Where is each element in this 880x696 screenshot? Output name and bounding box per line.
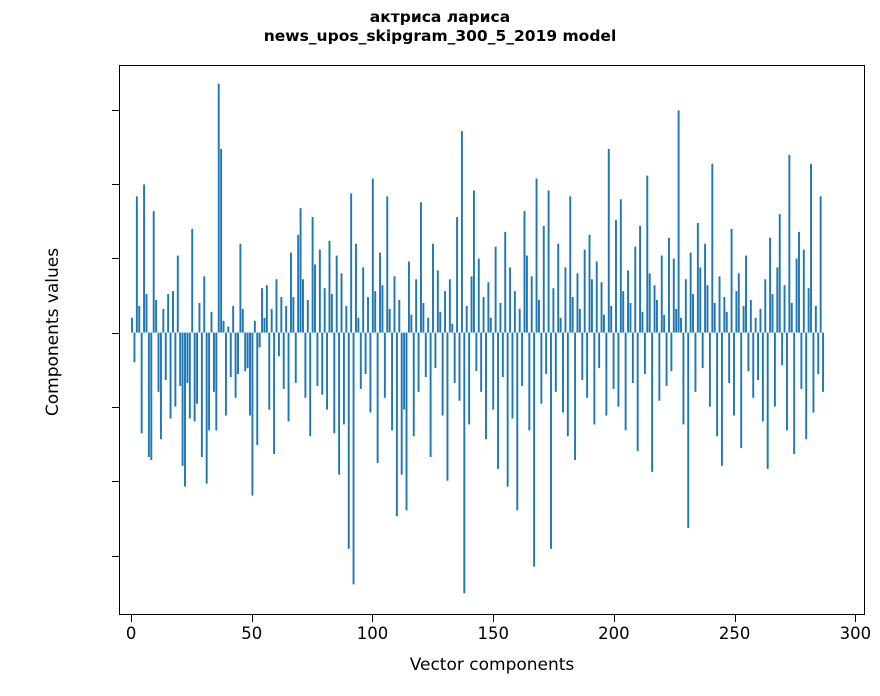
- x-tick-label: 150: [477, 624, 509, 643]
- y-tick-mark: [112, 555, 119, 557]
- y-tick-mark: [112, 481, 119, 483]
- x-axis-label: Vector components: [409, 655, 575, 675]
- y-tick-mark: [112, 183, 119, 185]
- x-tick-mark: [251, 615, 253, 622]
- chart-title-line-1: актриса лариса: [369, 8, 511, 26]
- x-tick-label: 200: [598, 624, 630, 643]
- chart-title-line-2: news_upos_skipgram_300_5_2019 model: [263, 27, 617, 45]
- chart-title: актриса лариса news_upos_skipgram_300_5_…: [0, 8, 880, 46]
- y-tick-mark: [112, 406, 119, 408]
- x-tick-label: 0: [125, 624, 137, 643]
- x-tick-mark: [734, 615, 736, 622]
- x-tick-mark: [493, 615, 495, 622]
- y-axis-label: Components values: [43, 247, 63, 417]
- x-tick-mark: [131, 615, 133, 622]
- x-tick-label: 100: [356, 624, 389, 643]
- x-tick-mark: [855, 615, 857, 622]
- y-tick-mark: [112, 258, 119, 260]
- y-tick-mark: [112, 332, 119, 334]
- x-tick-mark: [613, 615, 615, 622]
- bar-series: [131, 83, 825, 594]
- y-tick-mark: [112, 109, 119, 111]
- x-tick-label: 50: [241, 624, 263, 643]
- x-tick-mark: [372, 615, 374, 622]
- x-tick-label: 250: [718, 624, 751, 643]
- plot-axes: [119, 65, 865, 615]
- x-tick-label: 300: [839, 624, 872, 643]
